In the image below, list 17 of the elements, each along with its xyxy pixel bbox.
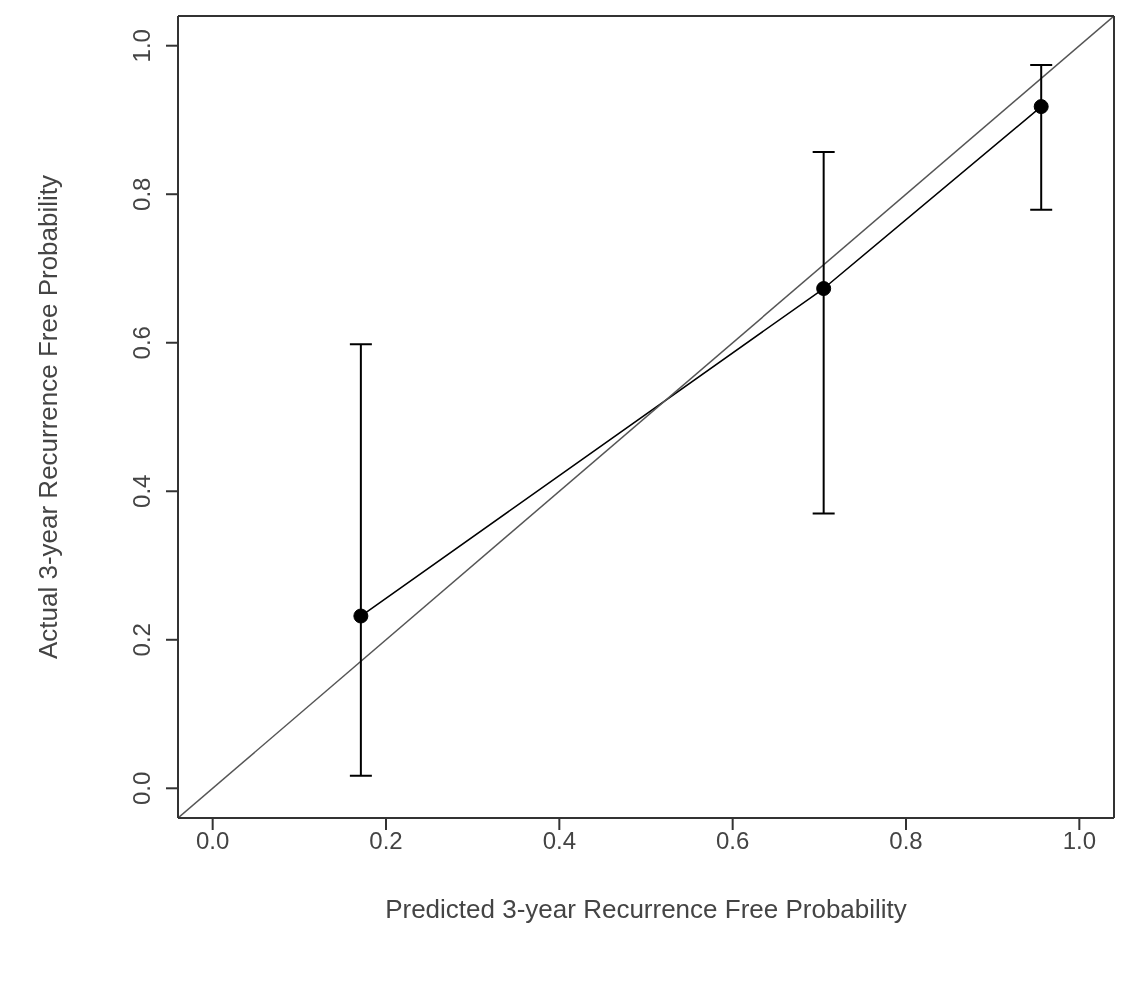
point <box>1033 99 1049 115</box>
x-tick-label: 0.0 <box>195 827 230 855</box>
x-tick-label: 0.4 <box>542 827 577 855</box>
y-tick-label: 0.0 <box>128 771 155 805</box>
y-tick-label: 0.2 <box>128 623 155 657</box>
y-tick-label: 0.4 <box>128 474 155 508</box>
point <box>353 608 369 624</box>
y-axis-title: Actual 3-year Recurrence Free Probability <box>33 174 64 660</box>
x-tick-label: 0.2 <box>369 827 403 855</box>
y-tick-label: 1.0 <box>128 29 155 63</box>
y-tick-label: 0.6 <box>128 326 155 360</box>
y-tick-label: 0.8 <box>128 177 155 211</box>
x-tick-label: 0.6 <box>715 827 750 855</box>
point <box>816 281 832 297</box>
x-tick-label: 1.0 <box>1062 827 1097 855</box>
x-tick-label: 0.8 <box>889 827 923 855</box>
x-axis-title: Predicted 3-year Recurrence Free Probability <box>385 894 907 924</box>
